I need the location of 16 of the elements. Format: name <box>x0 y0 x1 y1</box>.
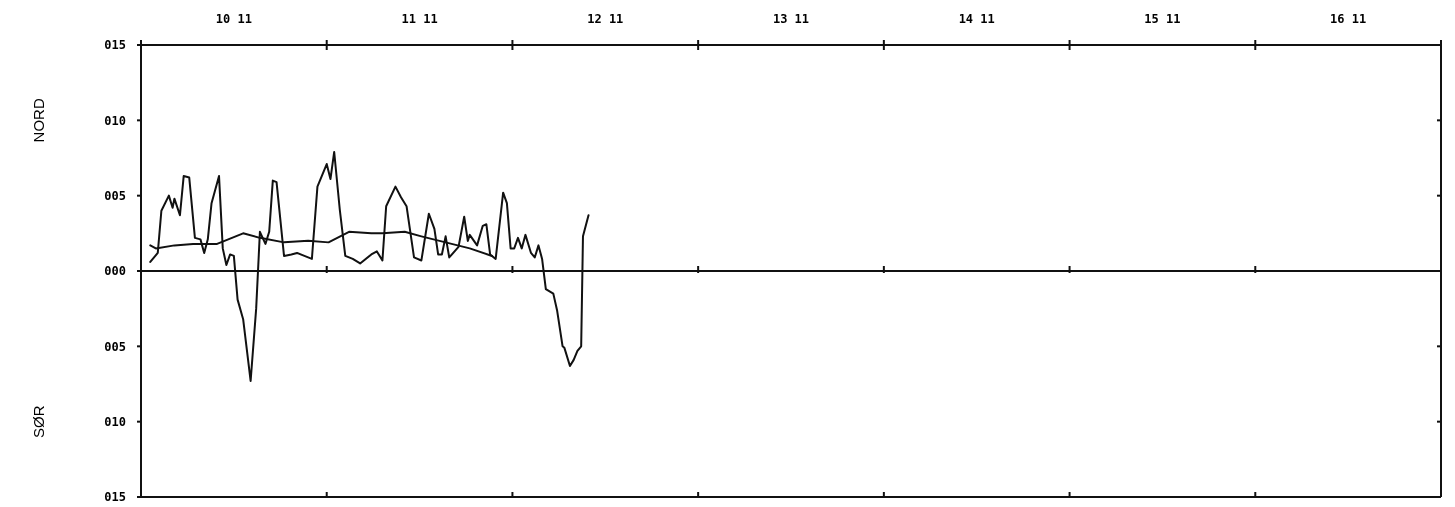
y-tick-label: 015 <box>104 490 126 505</box>
text: SØR <box>30 405 47 438</box>
x-tick-label: 16 11 <box>1330 12 1367 26</box>
y-tick-label: 000 <box>104 264 126 279</box>
x-tick-label: 13 11 <box>772 12 810 26</box>
x-tick-label: 15 11 <box>1144 12 1181 26</box>
x-tick-label: 12 11 <box>587 12 624 26</box>
x-tick-label: 10 11 <box>215 12 252 26</box>
y-tick-label: 005 <box>104 188 126 203</box>
y-axis-title: NORD <box>30 98 47 143</box>
y-tick-label: 010 <box>104 113 126 128</box>
y-tick-label: 015 <box>104 38 126 53</box>
x-tick-label: 14 11 <box>958 12 995 26</box>
x-tick-label: 11 11 <box>401 12 438 26</box>
y-tick-label: 010 <box>104 414 126 429</box>
y-tick-label: 005 <box>104 339 126 354</box>
